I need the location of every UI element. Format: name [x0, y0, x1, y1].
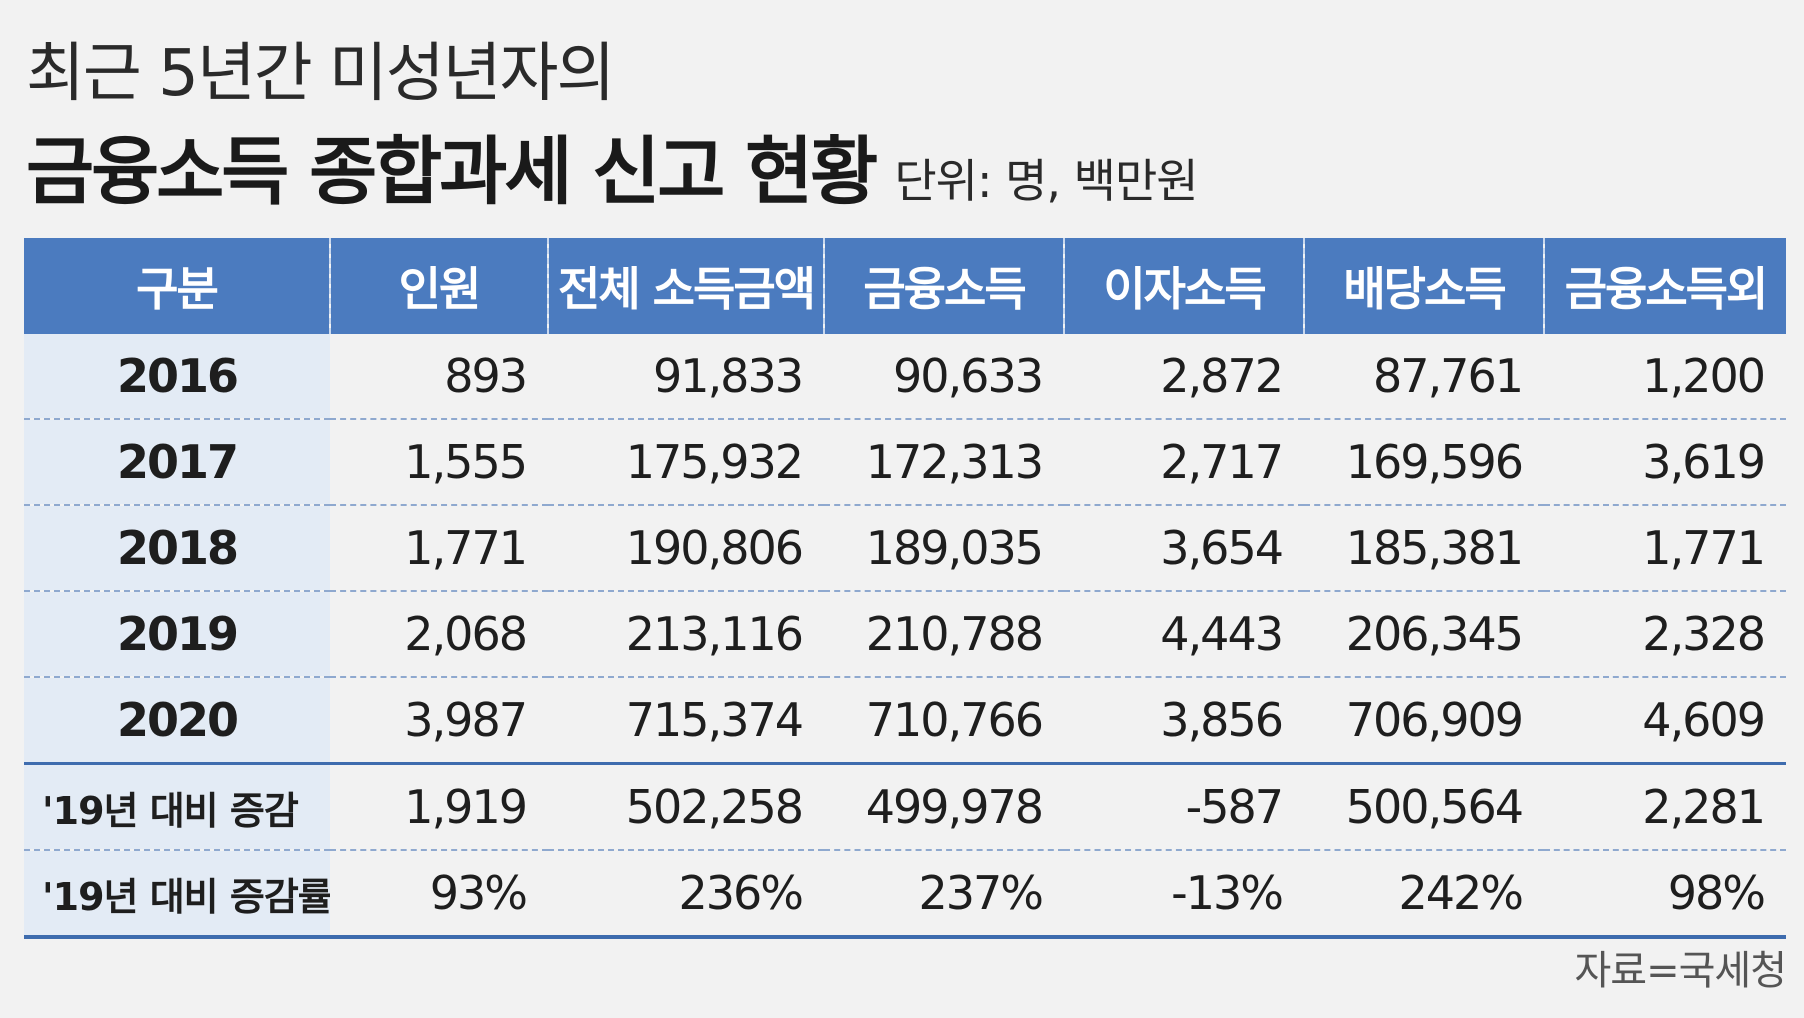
table-cell: 237%	[824, 850, 1064, 939]
table-cell: 175,932	[548, 419, 824, 506]
table-cell: 715,374	[548, 677, 824, 765]
table-cell: 185,381	[1304, 505, 1544, 592]
table-row: 2017 1,555 175,932 172,313 2,717 169,596…	[24, 419, 1786, 506]
table-cell: 500,564	[1304, 763, 1544, 851]
table-cell: 2,328	[1544, 591, 1786, 678]
column-header-financial-income: 금융소득	[823, 238, 1064, 334]
table-cell: 3,654	[1064, 505, 1304, 592]
table-cell: 2,717	[1064, 419, 1304, 506]
table-cell: 213,116	[548, 591, 824, 678]
table-cell: 1,771	[330, 505, 548, 592]
table-row: 2020 3,987 715,374 710,766 3,856 706,909…	[24, 677, 1786, 765]
table-cell: 502,258	[548, 763, 824, 851]
table-cell: 1,919	[330, 763, 548, 851]
row-label: 2020	[24, 677, 330, 765]
table-cell: -587	[1064, 763, 1304, 851]
table-cell: 93%	[330, 850, 548, 939]
table-cell: 242%	[1304, 850, 1544, 939]
unit-label: 단위: 명, 백만원	[894, 154, 1198, 208]
table-cell: 4,443	[1064, 591, 1304, 678]
table-cell: 236%	[548, 850, 824, 939]
table-cell: 1,555	[330, 419, 548, 506]
table-cell: 710,766	[824, 677, 1064, 765]
column-header-interest-income: 이자소득	[1063, 238, 1304, 334]
table-cell: 4,609	[1544, 677, 1786, 765]
table-cell: 210,788	[824, 591, 1064, 678]
table-cell: 169,596	[1304, 419, 1544, 506]
table-row: 2019 2,068 213,116 210,788 4,443 206,345…	[24, 591, 1786, 678]
table-cell: 3,856	[1064, 677, 1304, 765]
table-cell: 172,313	[824, 419, 1064, 506]
row-label: 2016	[24, 334, 330, 420]
row-label: 2017	[24, 419, 330, 506]
table-cell: 90,633	[824, 334, 1064, 420]
table-cell: 499,978	[824, 763, 1064, 851]
source-note: 자료=국세청	[1574, 948, 1787, 994]
table-cell: 3,987	[330, 677, 548, 765]
table-cell: 2,281	[1544, 763, 1786, 851]
table-cell: 87,761	[1304, 334, 1544, 420]
chart-title-line2-wrapper: 금융소득 종합과세 신고 현황 단위: 명, 백만원	[26, 112, 1199, 219]
row-label: '19년 대비 증감률	[24, 850, 330, 939]
table-cell: 893	[330, 334, 548, 420]
column-header-non-financial-income: 금융소득외	[1543, 238, 1786, 334]
table-cell: 206,345	[1304, 591, 1544, 678]
row-label: 2018	[24, 505, 330, 592]
table-cell: 189,035	[824, 505, 1064, 592]
column-header-dividend-income: 배당소득	[1303, 238, 1544, 334]
row-label: '19년 대비 증감	[24, 763, 330, 851]
table-row-change: '19년 대비 증감 1,919 502,258 499,978 -587 50…	[24, 763, 1786, 851]
table-row: 2016 893 91,833 90,633 2,872 87,761 1,20…	[24, 334, 1786, 420]
table-row: 2018 1,771 190,806 189,035 3,654 185,381…	[24, 505, 1786, 592]
chart-title-line1: 최근 5년간 미성년자의	[26, 37, 615, 111]
table-header-row: 구분 인원 전체 소득금액 금융소득 이자소득 배당소득 금융소득외	[24, 238, 1786, 334]
table-cell: 706,909	[1304, 677, 1544, 765]
table-cell: 190,806	[548, 505, 824, 592]
column-header-count: 인원	[329, 238, 548, 334]
table-cell: -13%	[1064, 850, 1304, 939]
table-cell: 3,619	[1544, 419, 1786, 506]
table-cell: 2,068	[330, 591, 548, 678]
table-cell: 91,833	[548, 334, 824, 420]
table-cell: 98%	[1544, 850, 1786, 939]
table-cell: 1,771	[1544, 505, 1786, 592]
row-label: 2019	[24, 591, 330, 678]
column-header-total-income: 전체 소득금액	[547, 238, 824, 334]
table-cell: 1,200	[1544, 334, 1786, 420]
table-row-change-rate: '19년 대비 증감률 93% 236% 237% -13% 242% 98%	[24, 850, 1786, 939]
column-header-category: 구분	[24, 238, 330, 334]
data-table: 구분 인원 전체 소득금액 금융소득 이자소득 배당소득 금융소득외 2016 …	[24, 238, 1786, 939]
chart-title-main: 금융소득 종합과세 신고 현황	[26, 129, 878, 215]
table-cell: 2,872	[1064, 334, 1304, 420]
